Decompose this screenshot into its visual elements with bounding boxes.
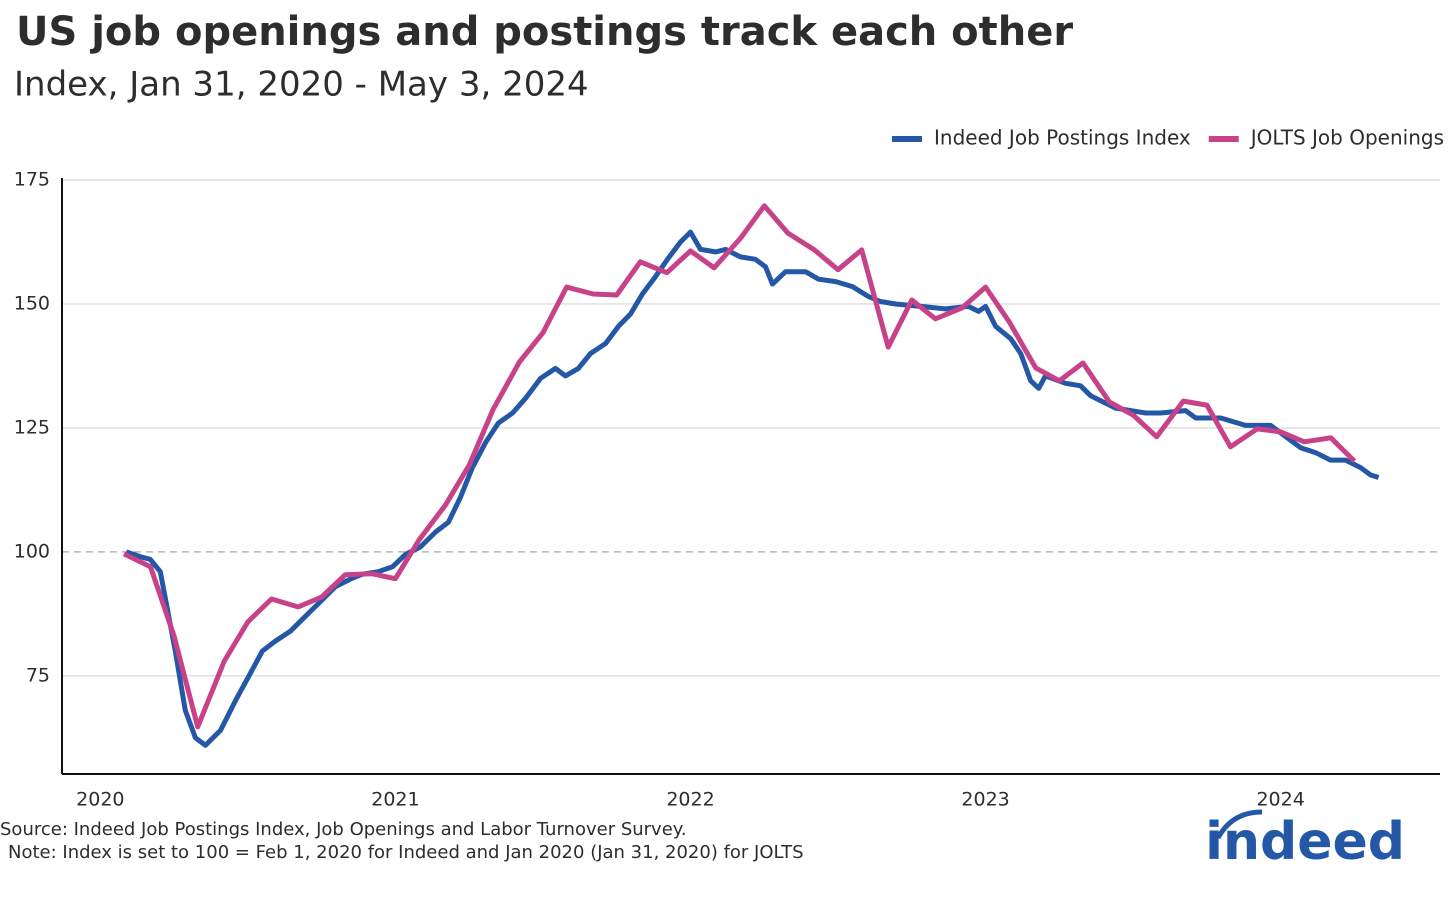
index-note: Note: Index is set to 100 = Feb 1, 2020 … — [8, 842, 804, 863]
x-tick-label: 2023 — [961, 789, 1009, 811]
x-tick-label: 2024 — [1256, 789, 1304, 811]
legend-label: Indeed Job Postings Index — [934, 126, 1191, 150]
x-tick-label: 2021 — [371, 789, 419, 811]
logo: indeed — [1205, 812, 1405, 872]
series-line — [122, 203, 1357, 730]
y-tick-label: 100 — [14, 540, 50, 562]
y-tick-label: 175 — [14, 169, 50, 191]
logo-arc — [1215, 809, 1263, 840]
source-note: Source: Indeed Job Postings Index, Job O… — [0, 819, 687, 840]
y-tick-label: 75 — [26, 664, 50, 686]
chart-subtitle: Index, Jan 31, 2020 - May 3, 2024 — [14, 65, 589, 105]
x-tick-label: 2022 — [666, 789, 714, 811]
series-line — [125, 229, 1380, 748]
x-tick-label: 2020 — [76, 789, 124, 811]
chart-title: US job openings and postings track each … — [16, 9, 1073, 55]
y-tick-label: 125 — [14, 416, 50, 438]
legend-label: JOLTS Job Openings — [1249, 126, 1444, 150]
y-tick-label: 150 — [14, 292, 50, 314]
